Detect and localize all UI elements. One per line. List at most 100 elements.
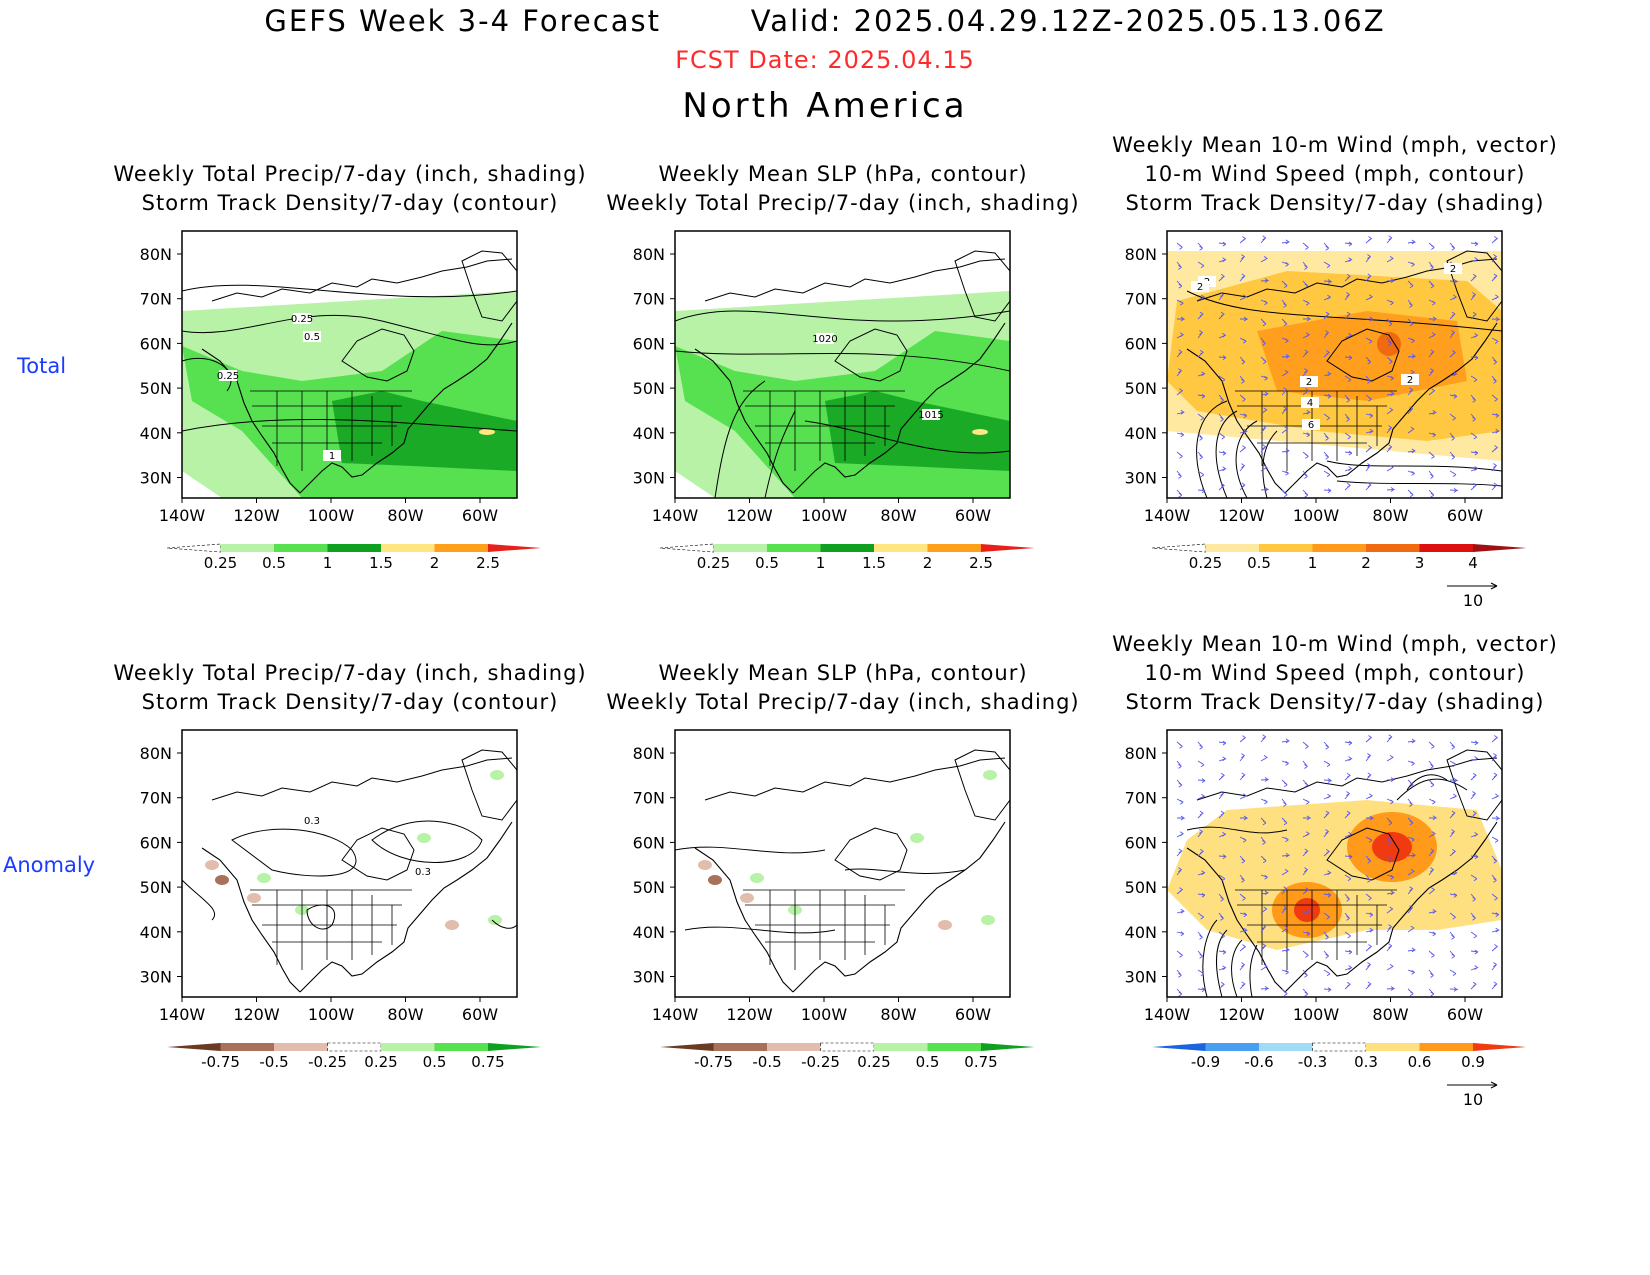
colorbar-swatch	[713, 1043, 767, 1051]
wind-vector	[1449, 242, 1456, 251]
lon-tick-label: 100W	[1293, 506, 1340, 525]
wind-vector	[1407, 852, 1417, 858]
wind-vector	[1281, 426, 1289, 434]
precip-anom-spot	[981, 915, 995, 925]
colorbar-swatch	[874, 1043, 928, 1051]
wind-vector	[1344, 466, 1353, 472]
wind-vector	[1470, 949, 1479, 955]
colorbar-swatch	[274, 544, 328, 552]
contour-label: 0.3	[304, 816, 320, 827]
wind-vector	[1386, 855, 1393, 863]
wind-vector	[1491, 893, 1498, 901]
hudson-bay	[834, 328, 908, 382]
panel-title-line: Weekly Total Precip/7-day (inch, shading…	[606, 191, 1080, 215]
coastline	[1186, 322, 1498, 494]
map-figure: 80N 70N 60N 50N 40N 30N 140W 120W 100W 80W 60W -0.9…	[1125, 729, 1527, 1109]
lon-tick-label: 80W	[1372, 1005, 1408, 1024]
wind-vector	[1365, 912, 1374, 918]
colorbar-swatch	[1312, 1042, 1367, 1052]
colorbar-swatch	[874, 544, 928, 552]
wind-vector	[1260, 777, 1270, 782]
contour-layer	[1186, 290, 1502, 498]
wind-vector	[1428, 299, 1436, 306]
wind-vector	[1260, 375, 1268, 381]
colorbar-swatch	[1419, 544, 1473, 552]
wind-vector	[1449, 950, 1456, 959]
wind-vector	[1470, 756, 1479, 762]
wind-vector	[1302, 887, 1310, 895]
wind-vector	[1176, 741, 1183, 749]
wind-vector	[1281, 868, 1289, 876]
wind-vector	[1260, 487, 1270, 492]
wind-vector	[1281, 337, 1289, 344]
wind-vector	[1407, 448, 1417, 454]
wind-vector	[1386, 444, 1393, 453]
lon-tick-label: 140W	[1144, 506, 1191, 525]
lon-tick-label: 120W	[233, 506, 280, 525]
coastline	[1186, 821, 1498, 993]
wind-vector	[1239, 893, 1246, 901]
lon-tick-label: 60W	[462, 1005, 498, 1024]
wind-vector	[1218, 257, 1227, 263]
wind-vector	[1386, 356, 1393, 364]
wind-vector	[1197, 931, 1203, 940]
wind-vector	[1281, 318, 1288, 327]
wind-vector	[1407, 426, 1415, 434]
wind-vector	[1323, 451, 1329, 460]
lat-tick-label: 80N	[140, 744, 172, 763]
wind-vector	[1239, 273, 1246, 282]
lon-tick-label: 120W	[726, 506, 773, 525]
wind-vector	[1428, 242, 1435, 250]
wind-vector	[1281, 280, 1288, 289]
colorbar-label: 0.25	[857, 1053, 890, 1071]
wind-vector	[1365, 815, 1375, 821]
map-figure: 80N 70N 60N 50N 40N 30N 140W 120W 100W 80W 60W -0.7…	[633, 729, 1035, 1071]
wind-vector	[1260, 425, 1267, 434]
precip-anom-spot	[417, 833, 431, 843]
colorbar-label: 2.5	[476, 554, 500, 572]
coastline	[694, 322, 1006, 494]
wind-vector	[1386, 318, 1393, 327]
wind-vector	[1239, 793, 1248, 800]
colorbar-label: -0.75	[694, 1053, 733, 1071]
contour-line	[182, 284, 517, 298]
colorbar-swatch	[981, 1043, 1035, 1051]
panel-anom-wind-storm: Weekly Mean 10-m Wind (mph, vector) 10-m …	[1075, 632, 1595, 1172]
contour-line	[1249, 944, 1258, 997]
map-area: 80N 70N 60N 50N 40N 30N 140W 120W 100W 80W 60W -0.7…	[633, 729, 1035, 1071]
wind-vector	[1407, 905, 1414, 914]
wind-vector	[1449, 778, 1459, 783]
contour-label-bg	[1300, 376, 1318, 387]
wind-vector	[1260, 874, 1268, 880]
wind-vector	[1218, 965, 1227, 971]
wind-vector	[1386, 890, 1396, 896]
wind-vector	[1197, 470, 1205, 478]
colorbar-swatch	[167, 1043, 221, 1051]
colorbar-label: 0.9	[1461, 1053, 1485, 1071]
wind-vector	[1176, 242, 1183, 250]
wind-vector	[1239, 236, 1247, 244]
wind-vector	[1260, 855, 1267, 864]
wind-vector	[1323, 931, 1329, 940]
wind-vector	[1386, 425, 1393, 434]
wind-vector	[1449, 350, 1457, 358]
contour-line	[1235, 420, 1258, 498]
wind-vector	[1218, 466, 1227, 472]
lat-tick-label: 80N	[633, 245, 665, 264]
colorbar-swatch	[1205, 544, 1259, 552]
wind-vector	[1449, 371, 1458, 377]
wind-vector	[1407, 261, 1415, 267]
lon-tick-label: 80W	[880, 1005, 916, 1024]
storm-anom-max-south	[1294, 898, 1320, 922]
contour-line	[182, 357, 232, 392]
lat-tick-label: 60N	[633, 833, 665, 852]
wind-vector	[1344, 241, 1353, 247]
map-area: 2 2 2 2 2 4 6 80N 70N 60N 50N 40N 30N 140W 120W 100W 80W…	[1125, 230, 1527, 610]
colorbar-swatch	[274, 1043, 328, 1051]
vector-reference-label: 10	[1463, 1090, 1483, 1109]
wind-vector	[1470, 466, 1479, 472]
wind-vector	[1491, 394, 1498, 402]
wind-vector	[1386, 734, 1393, 743]
map-area: 80N 70N 60N 50N 40N 30N 140W 120W 100W 80W 60W -0.9…	[1125, 729, 1527, 1109]
wind-vector	[1302, 242, 1309, 250]
